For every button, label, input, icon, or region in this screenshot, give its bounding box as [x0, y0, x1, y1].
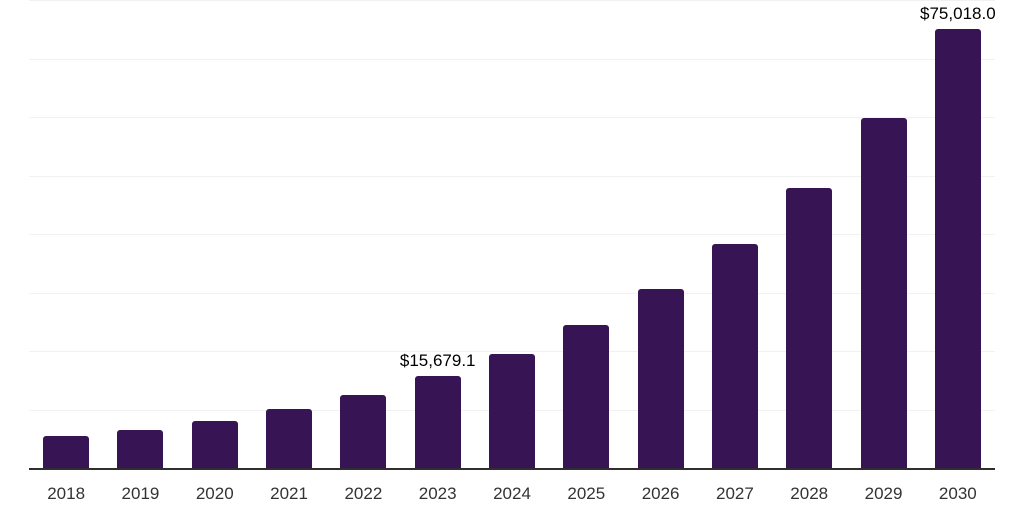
tick-2027: 2027 [716, 484, 754, 503]
bar-2021 [266, 408, 313, 468]
bar-2019 [117, 429, 164, 468]
bar-2026 [637, 289, 684, 468]
tick-2018: 2018 [47, 484, 86, 503]
tick-2024: 2024 [493, 484, 531, 503]
tick-2023: 2023 [418, 484, 457, 503]
tick-2022: 2022 [344, 484, 383, 503]
tick-2021: 2021 [270, 484, 308, 503]
bar-2025 [563, 325, 610, 468]
gridline-20000 [29, 351, 995, 352]
tick-2020: 2020 [195, 484, 234, 503]
tick-2030: 2030 [938, 484, 977, 503]
bar-2028 [786, 188, 833, 468]
tick-2019: 2019 [121, 484, 160, 503]
plot-area: $15,679.1 $75,018.0 [29, 0, 996, 468]
data-label-2030: $75,018.0 [920, 4, 996, 24]
gridline-80000 [29, 0, 995, 1]
bar-2024 [489, 353, 535, 468]
gridline-50000 [29, 175, 995, 177]
bar-2027 [711, 244, 758, 468]
tick-2028: 2028 [790, 484, 829, 503]
bar-2030 [934, 29, 981, 468]
tick-2029: 2029 [864, 484, 903, 503]
data-label-2023: $15,679.1 [399, 351, 476, 371]
gridline-30000 [29, 292, 995, 294]
bar-2029 [860, 117, 907, 468]
bar-2018 [43, 436, 90, 468]
gridline-40000 [29, 234, 995, 235]
tick-2025: 2025 [567, 484, 606, 503]
bar-2022 [340, 394, 387, 468]
bar-2020 [191, 421, 238, 468]
gridline-60000 [29, 117, 995, 118]
gridline-70000 [29, 58, 995, 60]
tick-2026: 2026 [641, 484, 680, 503]
bar-2023 [414, 376, 461, 468]
x-axis-line [29, 468, 995, 470]
